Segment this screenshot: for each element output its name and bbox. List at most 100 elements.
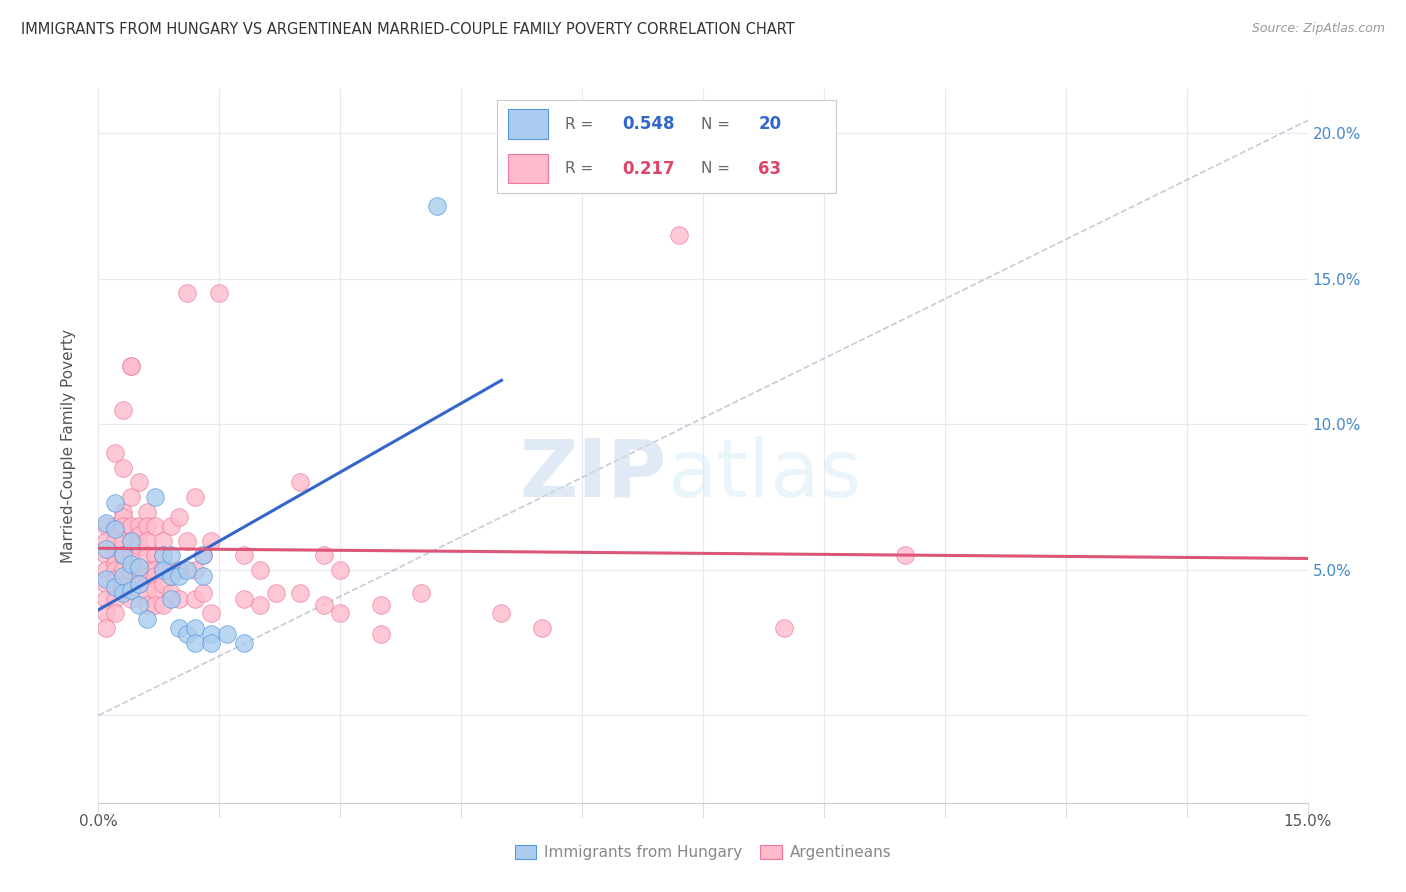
Text: Source: ZipAtlas.com: Source: ZipAtlas.com [1251, 22, 1385, 36]
Point [128, 528, 150, 542]
Point [249, 563, 271, 577]
Point [103, 607, 125, 621]
Point [288, 586, 311, 600]
Point [167, 591, 190, 606]
Point [111, 577, 134, 591]
Point [111, 533, 134, 548]
Point [184, 563, 207, 577]
Point [111, 548, 134, 562]
Point [314, 598, 336, 612]
Point [200, 607, 222, 621]
Point [120, 563, 142, 577]
Point [120, 533, 142, 548]
Point [160, 591, 183, 606]
Point [135, 568, 157, 582]
Point [103, 548, 125, 562]
Point [96, 542, 118, 557]
Point [193, 548, 215, 562]
Point [193, 568, 215, 582]
Point [103, 557, 125, 571]
Point [120, 557, 142, 571]
Point [96, 607, 118, 621]
Point [135, 504, 157, 518]
Point [409, 586, 432, 600]
Legend: Immigrants from Hungary, Argentineans: Immigrants from Hungary, Argentineans [509, 839, 897, 866]
Point [120, 548, 142, 562]
Point [135, 533, 157, 548]
Point [128, 598, 150, 612]
Point [96, 591, 118, 606]
Point [314, 548, 336, 562]
Point [288, 475, 311, 490]
Point [135, 598, 157, 612]
Point [143, 583, 166, 598]
Point [103, 446, 125, 460]
Point [120, 583, 142, 598]
Point [668, 227, 690, 242]
Point [152, 563, 174, 577]
Point [329, 563, 352, 577]
Point [135, 612, 157, 626]
Point [160, 519, 183, 533]
Point [103, 563, 125, 577]
Point [160, 586, 183, 600]
Point [111, 568, 134, 582]
Point [167, 563, 190, 577]
Point [120, 359, 142, 373]
Point [893, 548, 915, 562]
Point [167, 510, 190, 524]
Point [152, 563, 174, 577]
Point [530, 621, 553, 635]
Point [491, 607, 513, 621]
Point [426, 199, 449, 213]
Point [232, 591, 254, 606]
Point [111, 519, 134, 533]
Point [111, 586, 134, 600]
Point [184, 490, 207, 504]
Point [143, 568, 166, 582]
Point [111, 510, 134, 524]
Point [152, 533, 174, 548]
Point [96, 572, 118, 586]
Point [103, 572, 125, 586]
Point [143, 598, 166, 612]
Point [329, 607, 352, 621]
Point [200, 635, 222, 649]
Point [111, 504, 134, 518]
Point [167, 621, 190, 635]
Point [111, 402, 134, 417]
Point [193, 548, 215, 562]
Point [200, 533, 222, 548]
Point [103, 519, 125, 533]
Point [176, 627, 198, 641]
Point [96, 533, 118, 548]
Point [152, 598, 174, 612]
Point [135, 563, 157, 577]
Point [160, 568, 183, 582]
Point [128, 540, 150, 554]
Point [103, 522, 125, 536]
Point [96, 519, 118, 533]
Point [120, 591, 142, 606]
Point [232, 548, 254, 562]
Point [120, 519, 142, 533]
Point [200, 627, 222, 641]
Point [135, 586, 157, 600]
Point [128, 563, 150, 577]
Point [184, 621, 207, 635]
Point [152, 548, 174, 562]
Point [152, 577, 174, 591]
Point [176, 563, 198, 577]
Point [103, 496, 125, 510]
Point [143, 519, 166, 533]
Point [176, 533, 198, 548]
Point [143, 548, 166, 562]
Point [135, 548, 157, 562]
Point [370, 598, 392, 612]
Point [264, 586, 287, 600]
Point [193, 586, 215, 600]
Text: ZIP: ZIP [519, 435, 666, 514]
Point [152, 548, 174, 562]
Point [128, 577, 150, 591]
Point [128, 519, 150, 533]
